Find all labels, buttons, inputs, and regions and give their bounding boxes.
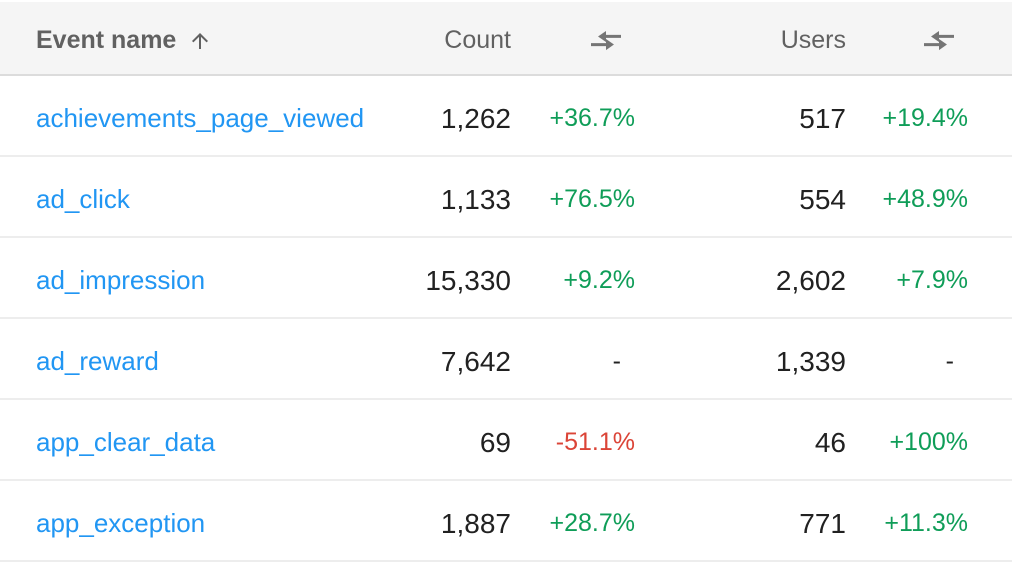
- users-value: 1,339: [775, 345, 846, 377]
- users-change-value: +19.4%: [882, 104, 969, 132]
- count-value: 7,642: [440, 345, 511, 377]
- events-table: Event name Count Users achievemen: [0, 2, 1012, 562]
- count-value: 69: [479, 426, 511, 458]
- users-change-value: +7.9%: [896, 266, 968, 294]
- event-link[interactable]: ad_impression: [36, 265, 206, 295]
- count-change-value: -51.1%: [555, 428, 635, 456]
- users-value: 46: [814, 426, 846, 458]
- users-change-value: -: [945, 347, 954, 375]
- event-link[interactable]: ad_reward: [36, 346, 159, 376]
- event-link[interactable]: achievements_page_viewed: [36, 103, 365, 133]
- column-header-event-name[interactable]: Event name: [36, 26, 330, 55]
- count-value: 1,887: [440, 507, 511, 539]
- table-row: app_clear_data 69 -51.1% 46 +100%: [0, 400, 1012, 481]
- count-value: 1,262: [440, 102, 511, 134]
- column-header-count-change[interactable]: [511, 30, 635, 51]
- event-link[interactable]: app_clear_data: [36, 427, 216, 457]
- table-row: achievements_page_viewed 1,262 +36.7% 51…: [0, 76, 1012, 157]
- table-row: ad_impression 15,330 +9.2% 2,602 +7.9%: [0, 238, 1012, 319]
- event-link[interactable]: app_exception: [36, 508, 206, 538]
- table-row: app_exception 1,887 +28.7% 771 +11.3%: [0, 481, 1012, 562]
- column-header-users[interactable]: Users: [780, 25, 846, 54]
- count-value: 15,330: [425, 264, 511, 296]
- users-value: 554: [799, 183, 846, 215]
- count-change-value: +9.2%: [563, 266, 635, 294]
- count-change-value: +36.7%: [549, 104, 636, 132]
- table-row: ad_reward 7,642 - 1,339 -: [0, 319, 1012, 400]
- count-change-value: +28.7%: [549, 509, 636, 537]
- column-header-count[interactable]: Count: [444, 25, 511, 54]
- users-value: 771: [799, 507, 846, 539]
- count-value: 1,133: [440, 183, 511, 215]
- users-change-value: +48.9%: [882, 185, 969, 213]
- table-row: ad_click 1,133 +76.5% 554 +48.9%: [0, 157, 1012, 238]
- users-change-value: +100%: [889, 428, 968, 456]
- users-change-value: +11.3%: [884, 509, 968, 537]
- converging-arrows-icon: [591, 30, 621, 50]
- sort-ascending-icon: [192, 33, 209, 49]
- count-change-value: +76.5%: [549, 185, 636, 213]
- converging-arrows-icon: [924, 30, 954, 50]
- event-name-column-label: Event name: [36, 25, 177, 54]
- users-value: 517: [799, 102, 846, 134]
- column-header-users-change[interactable]: [846, 30, 968, 51]
- table-header: Event name Count Users: [0, 2, 1012, 76]
- users-value: 2,602: [775, 264, 846, 296]
- count-change-value: -: [612, 347, 621, 375]
- event-link[interactable]: ad_click: [36, 184, 130, 214]
